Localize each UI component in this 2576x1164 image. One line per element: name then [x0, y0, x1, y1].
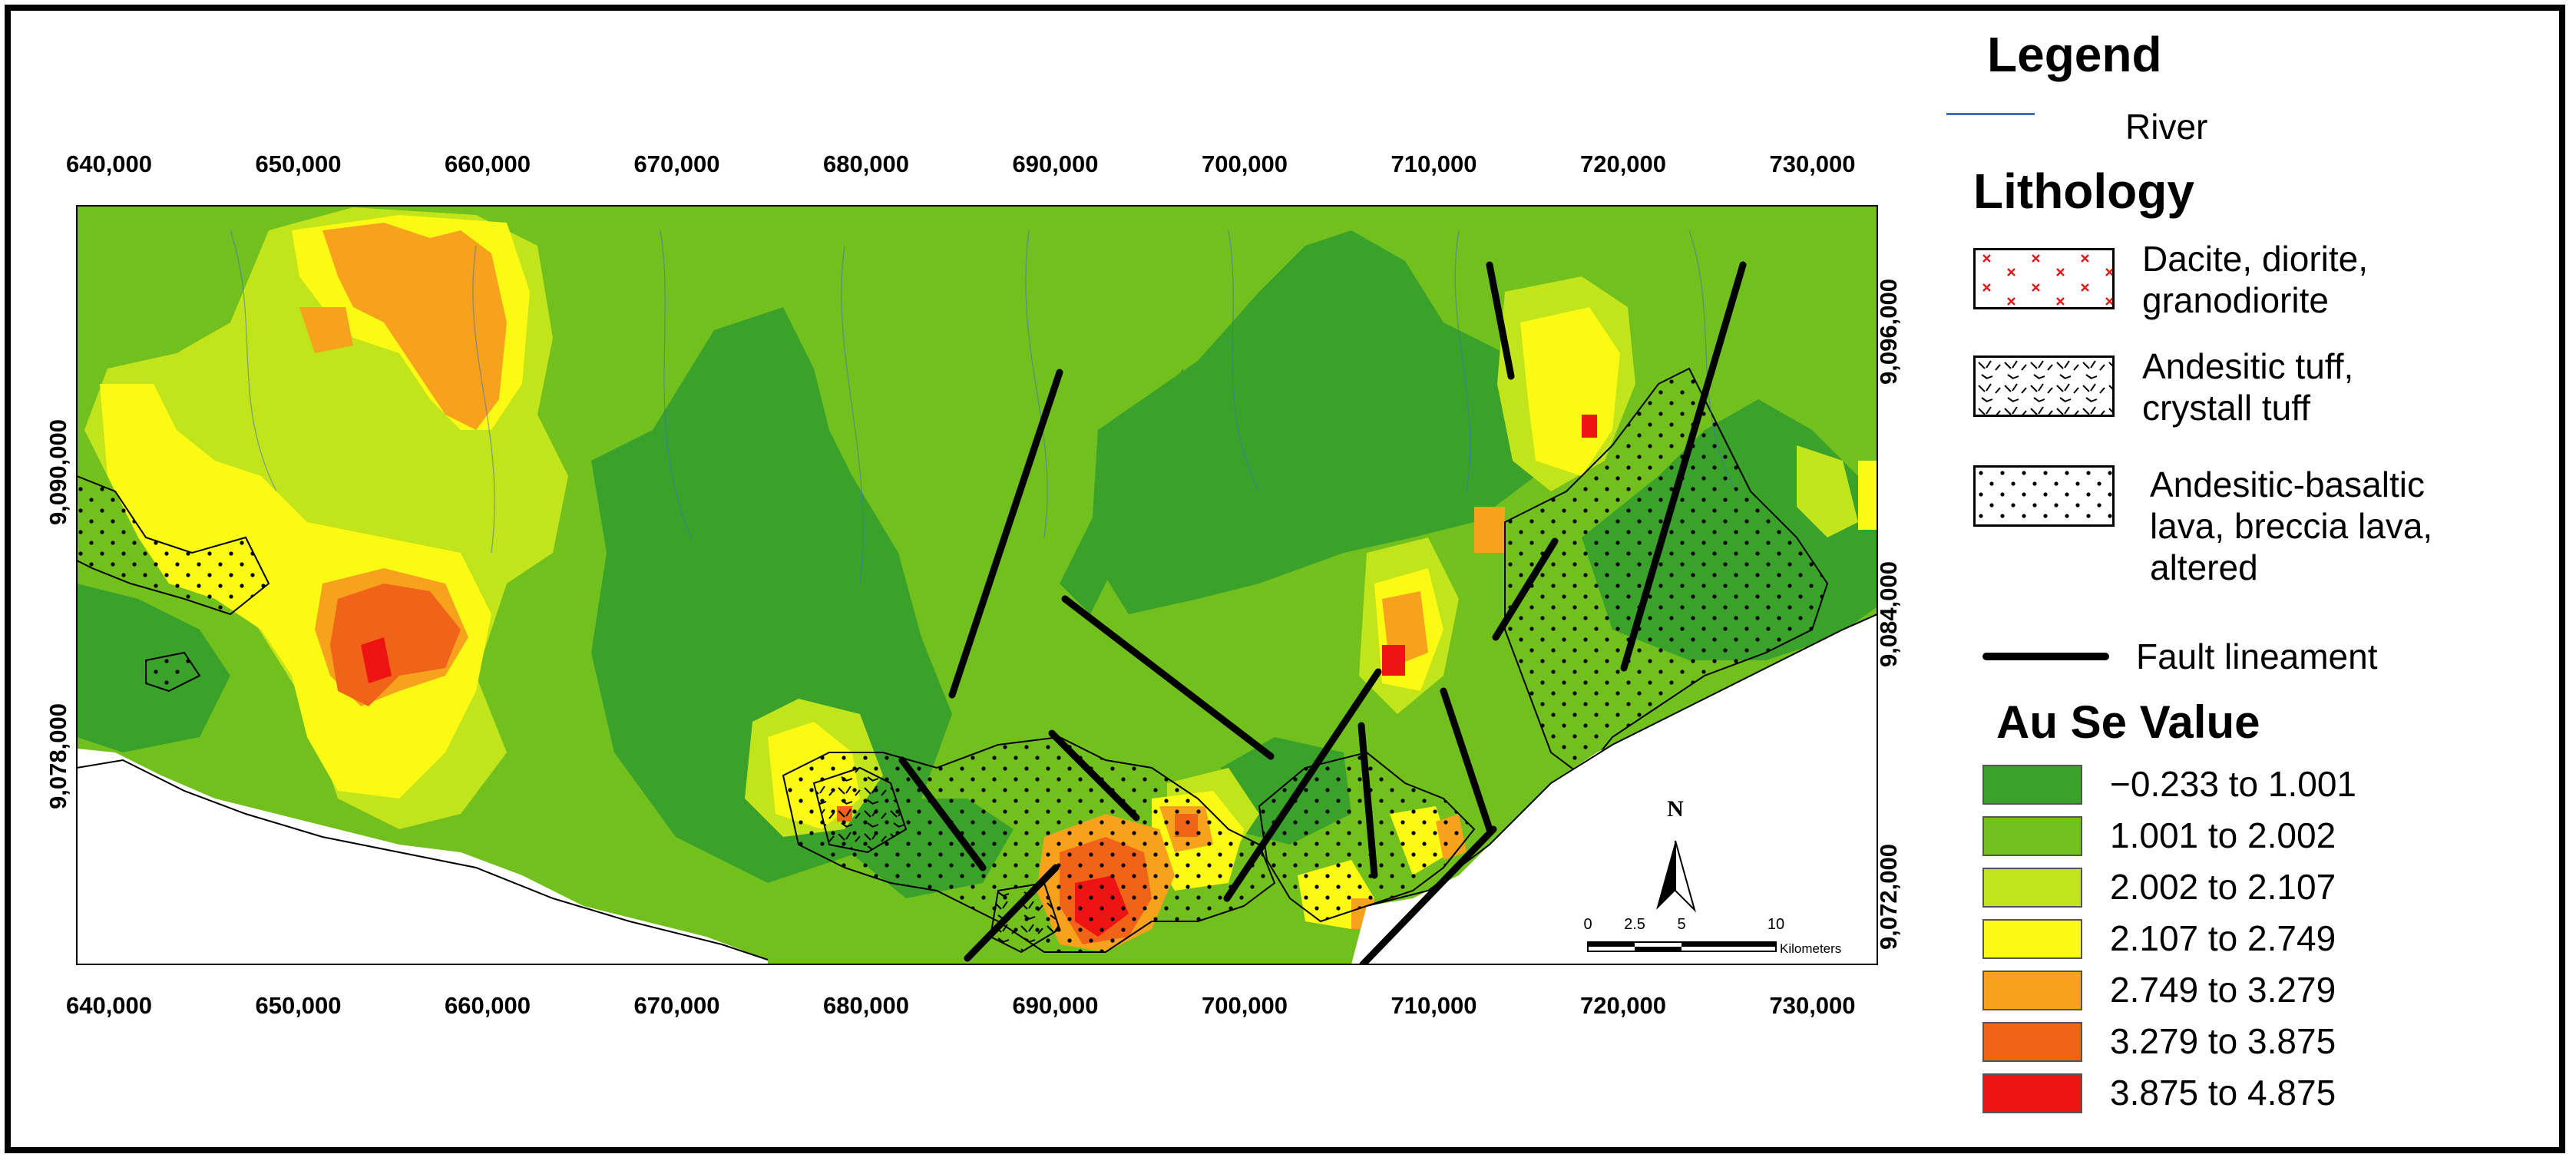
class-label: −0.233 to 1.001 [2110, 764, 2357, 804]
x-tick-label: 730,000 [1769, 992, 1855, 1019]
lithology-title: Lithology [1973, 164, 2194, 219]
x-tick-label: 660,000 [445, 150, 531, 177]
river-label: River [2125, 107, 2208, 147]
fault-line [1048, 729, 1140, 822]
fault-line [898, 756, 987, 871]
x-tick-label: 670,000 [633, 992, 719, 1019]
fault-line [1486, 261, 1515, 380]
x-tick-label: 710,000 [1391, 150, 1476, 177]
fault-line [1223, 668, 1382, 902]
dacite-swatch [1973, 248, 2115, 309]
x-tick-label: 690,000 [1012, 150, 1098, 177]
class-swatch [1982, 816, 2082, 856]
fault-label: Fault lineament [2136, 637, 2378, 676]
coastline-west [77, 759, 769, 961]
x-tick-label: 700,000 [1202, 150, 1288, 177]
x-tick-label: 650,000 [255, 992, 341, 1019]
x-axis-top: 640,000 650,000 660,000 670,000 680,000 690,0… [66, 150, 1856, 177]
y-tick-label: 9,090,000 [45, 419, 71, 525]
lithology-label-2: Andesitic tuff, crystall tuff [2142, 346, 2354, 428]
fault-line [1359, 825, 1497, 964]
x-tick-label: 720,000 [1580, 992, 1666, 1019]
class-swatch [1982, 1022, 2082, 1062]
lithology-dotted-polygons [77, 367, 1829, 954]
fault-line [1440, 687, 1493, 833]
andesitic-tuff-swatch [1973, 355, 2115, 417]
fault-line [1492, 537, 1559, 641]
scale-bar: 0 2.5 5 10 Kilometers [1583, 916, 1841, 956]
river-network [230, 230, 1736, 584]
map-border [76, 205, 1878, 965]
fault-line [1357, 722, 1378, 879]
fault-line [964, 864, 1060, 962]
class-label: 2.107 to 2.749 [2110, 918, 2336, 958]
north-label: N [1667, 796, 1684, 822]
class-swatch [1982, 868, 2082, 908]
andesitic-basaltic-swatch [1973, 465, 2115, 527]
river-symbol [1946, 113, 2035, 115]
class-label: 3.875 to 4.875 [2110, 1073, 2336, 1113]
x-tick-label: 730,000 [1769, 150, 1855, 177]
y-axis-right: 9,096,000 9,084,000 9,072,000 [1875, 279, 1902, 950]
x-tick-label: 700,000 [1202, 992, 1288, 1019]
fault-symbol [1982, 653, 2109, 660]
value-title: Au Se Value [1996, 696, 2260, 748]
fault-line [1061, 595, 1275, 760]
class-swatch [1982, 765, 2082, 805]
x-tick-label: 670,000 [633, 150, 719, 177]
fault-lineaments [898, 261, 1747, 964]
y-tick-label: 9,078,000 [45, 703, 71, 809]
scale-tick: 10 [1767, 916, 1784, 933]
lithology-label-1: Dacite, diorite, granodiorite [2142, 239, 2369, 320]
x-tick-label: 650,000 [255, 150, 341, 177]
class-label: 2.002 to 2.107 [2110, 867, 2336, 907]
north-arrow: N [1656, 796, 1696, 913]
x-tick-label: 680,000 [823, 992, 909, 1019]
x-tick-label: 640,000 [66, 150, 152, 177]
figure-frame [5, 5, 2565, 1153]
sea-area-east [1351, 614, 1877, 964]
x-tick-label: 710,000 [1391, 992, 1476, 1019]
y-tick-label: 9,096,000 [1875, 279, 1902, 385]
x-axis-bottom: 640,000 650,000 660,000 670,000 680,000 690,0… [66, 992, 1856, 1019]
scale-tick: 5 [1677, 916, 1685, 933]
y-tick-label: 9,072,000 [1875, 844, 1902, 950]
fault-line [1620, 261, 1747, 672]
class-label: 1.001 to 2.002 [2110, 815, 2336, 855]
scale-unit: Kilometers [1780, 941, 1841, 956]
lithology-label-3: Andesitic-basaltic lava, breccia lava, a… [2150, 465, 2433, 587]
scale-tick: 0 [1583, 916, 1592, 933]
x-tick-label: 690,000 [1012, 992, 1098, 1019]
class-label: 2.749 to 3.279 [2110, 970, 2336, 1010]
scale-tick: 2.5 [1624, 916, 1645, 933]
x-tick-label: 660,000 [445, 992, 531, 1019]
class-swatch [1982, 1073, 2082, 1113]
x-tick-label: 640,000 [66, 992, 152, 1019]
y-tick-label: 9,084,000 [1875, 561, 1902, 667]
raster-map [77, 206, 1877, 964]
class-label: 3.279 to 3.875 [2110, 1021, 2336, 1061]
y-axis-left: 9,090,000 9,078,000 [45, 419, 71, 809]
class-swatch [1982, 971, 2082, 1010]
class-swatch [1982, 919, 2082, 959]
fault-line [948, 369, 1063, 699]
x-tick-label: 680,000 [823, 150, 909, 177]
x-tick-label: 720,000 [1580, 150, 1666, 177]
legend-title: Legend [1987, 27, 2162, 82]
